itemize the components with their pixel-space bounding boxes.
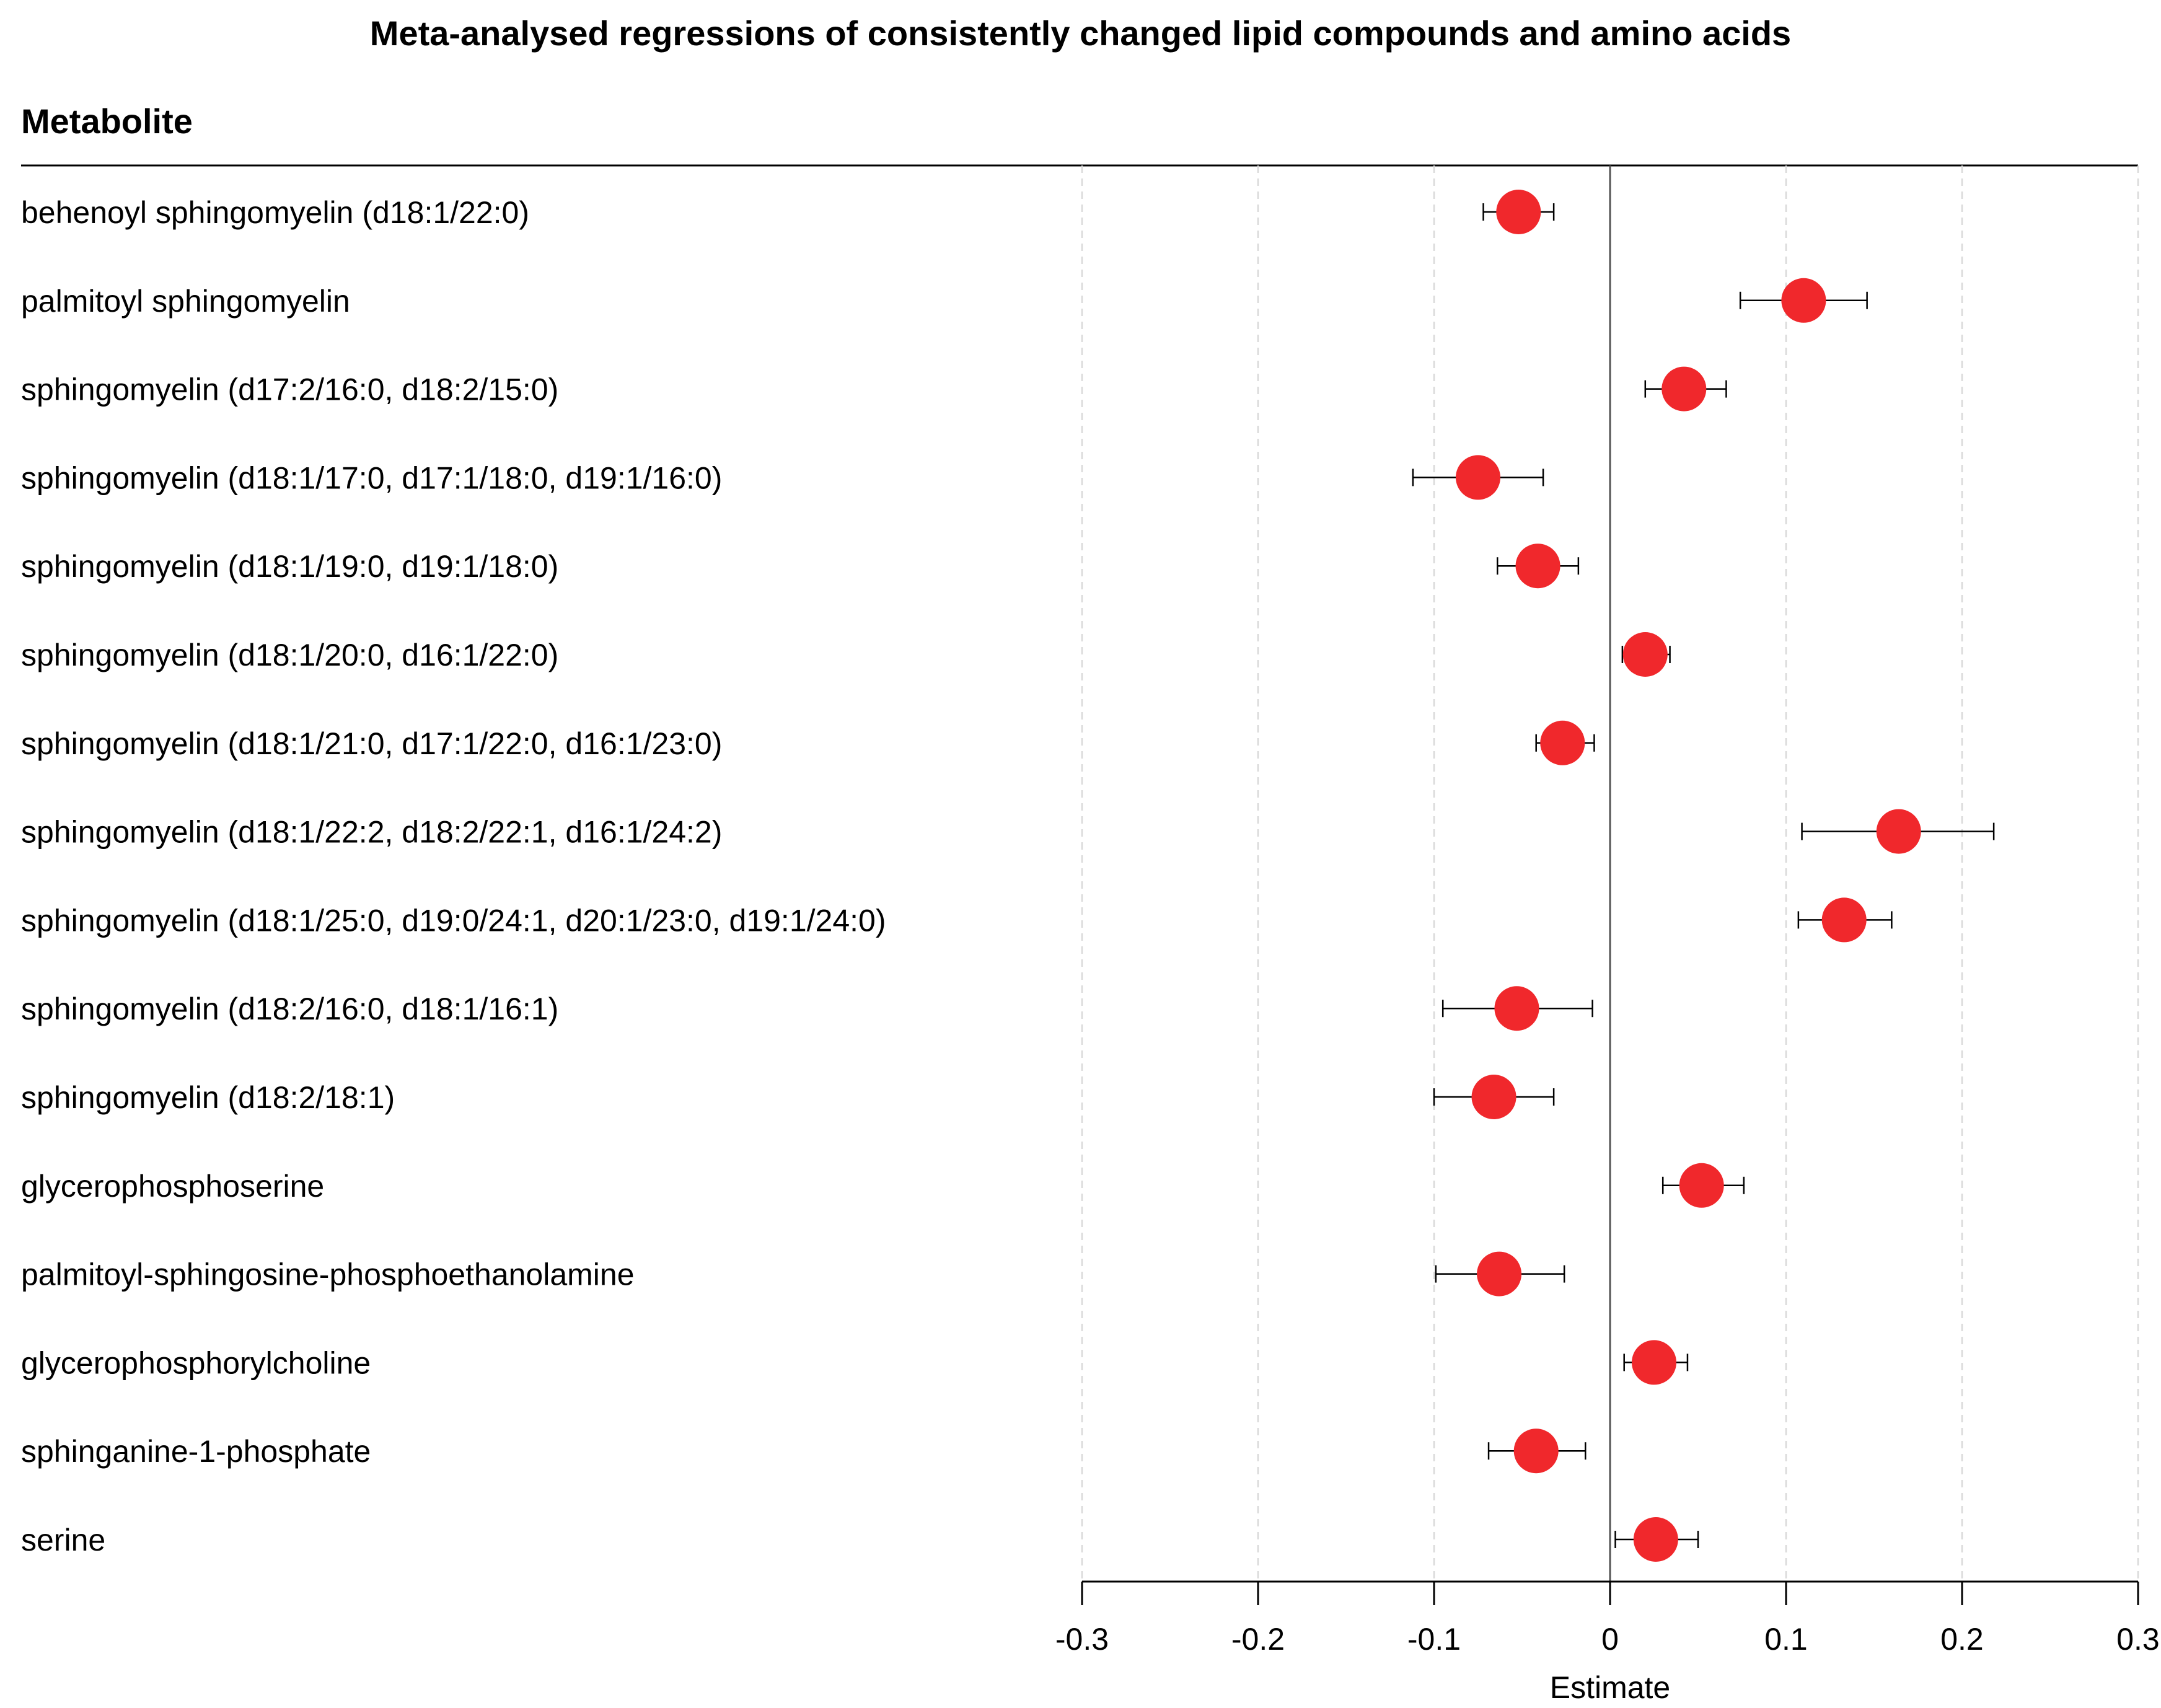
x-axis-label: Estimate (1550, 1670, 1671, 1705)
estimate-point (1821, 897, 1867, 943)
row-label: sphingomyelin (d18:2/18:1) (21, 1080, 395, 1115)
estimate-point (1540, 720, 1585, 765)
forest-row: sphingomyelin (d18:1/19:0, d19:1/18:0) (21, 544, 1580, 589)
forest-row: glycerophosphorylcholine (21, 1340, 1689, 1385)
forest-row: sphingomyelin (d18:2/18:1) (21, 1075, 1555, 1119)
estimate-point (1679, 1163, 1724, 1208)
column-header-metabolite: Metabolite (21, 102, 193, 141)
forest-row: palmitoyl sphingomyelin (21, 278, 1868, 323)
row-label: sphingomyelin (d18:2/16:0, d18:1/16:1) (21, 992, 558, 1026)
x-tick-label: -0.1 (1407, 1622, 1461, 1657)
row-label: serine (21, 1523, 105, 1557)
estimate-point (1622, 632, 1668, 677)
x-tick-label: -0.2 (1231, 1622, 1285, 1657)
row-label: sphingomyelin (d17:2/16:0, d18:2/15:0) (21, 372, 558, 407)
row-label: sphinganine-1-phosphate (21, 1434, 371, 1469)
row-label: sphingomyelin (d18:1/17:0, d17:1/18:0, d… (21, 460, 722, 495)
x-tick-label: 0 (1601, 1622, 1619, 1657)
row-label: sphingomyelin (d18:1/20:0, d16:1/22:0) (21, 638, 558, 672)
x-tick-label: 0.2 (1940, 1622, 1984, 1657)
row-label: palmitoyl sphingomyelin (21, 284, 350, 319)
estimate-point (1496, 190, 1541, 234)
forest-row: sphingomyelin (d18:1/25:0, d19:0/24:1, d… (21, 897, 1893, 943)
forest-row: sphingomyelin (d18:1/17:0, d17:1/18:0, d… (21, 455, 1544, 500)
row-label: glycerophosphorylcholine (21, 1345, 371, 1380)
row-label: palmitoyl-sphingosine-phosphoethanolamin… (21, 1257, 635, 1292)
estimate-point (1633, 1517, 1678, 1562)
estimate-point (1471, 1075, 1516, 1119)
estimate-point (1477, 1251, 1522, 1296)
row-label: sphingomyelin (d18:1/19:0, d19:1/18:0) (21, 549, 558, 584)
x-tick-label: -0.3 (1055, 1622, 1109, 1657)
forest-row: glycerophosphoserine (21, 1163, 1745, 1208)
row-label: sphingomyelin (d18:1/21:0, d17:1/22:0, d… (21, 726, 722, 761)
forest-row: sphingomyelin (d18:1/21:0, d17:1/22:0, d… (21, 720, 1595, 765)
row-label: behenoyl sphingomyelin (d18:1/22:0) (21, 195, 529, 230)
estimate-point (1876, 809, 1921, 854)
x-tick-label: 0.1 (1764, 1622, 1808, 1657)
forest-row: sphingomyelin (d18:1/22:2, d18:2/22:1, d… (21, 809, 1995, 854)
grid-lines (1081, 165, 2139, 1582)
x-axis: -0.3 -0.2 -0.1 0 0.1 0.2 0.3 (1055, 1580, 2160, 1657)
forest-rows: behenoyl sphingomyelin (d18:1/22:0) palmi… (21, 190, 1995, 1562)
estimate-point (1513, 1428, 1559, 1474)
estimate-point (1632, 1340, 1676, 1385)
estimate-point (1515, 544, 1560, 589)
row-label: glycerophosphoserine (21, 1169, 324, 1204)
row-label: sphingomyelin (d18:1/22:2, d18:2/22:1, d… (21, 815, 722, 850)
estimate-point (1494, 986, 1539, 1031)
x-tick-label: 0.3 (2116, 1622, 2160, 1657)
forest-row: serine (21, 1517, 1699, 1562)
chart-title: Meta-analysed regressions of consistentl… (369, 14, 1792, 53)
forest-row: behenoyl sphingomyelin (d18:1/22:0) (21, 190, 1555, 234)
forest-row: sphinganine-1-phosphate (21, 1428, 1587, 1474)
row-label: sphingomyelin (d18:1/25:0, d19:0/24:1, d… (21, 903, 886, 938)
forest-row: sphingomyelin (d18:2/16:0, d18:1/16:1) (21, 986, 1593, 1031)
forest-row: sphingomyelin (d17:2/16:0, d18:2/15:0) (21, 366, 1727, 412)
estimate-point (1456, 455, 1500, 500)
estimate-point (1781, 278, 1826, 323)
estimate-point (1661, 366, 1707, 412)
forest-row: palmitoyl-sphingosine-phosphoethanolamin… (21, 1251, 1565, 1296)
forest-row: sphingomyelin (d18:1/20:0, d16:1/22:0) (21, 632, 1671, 677)
